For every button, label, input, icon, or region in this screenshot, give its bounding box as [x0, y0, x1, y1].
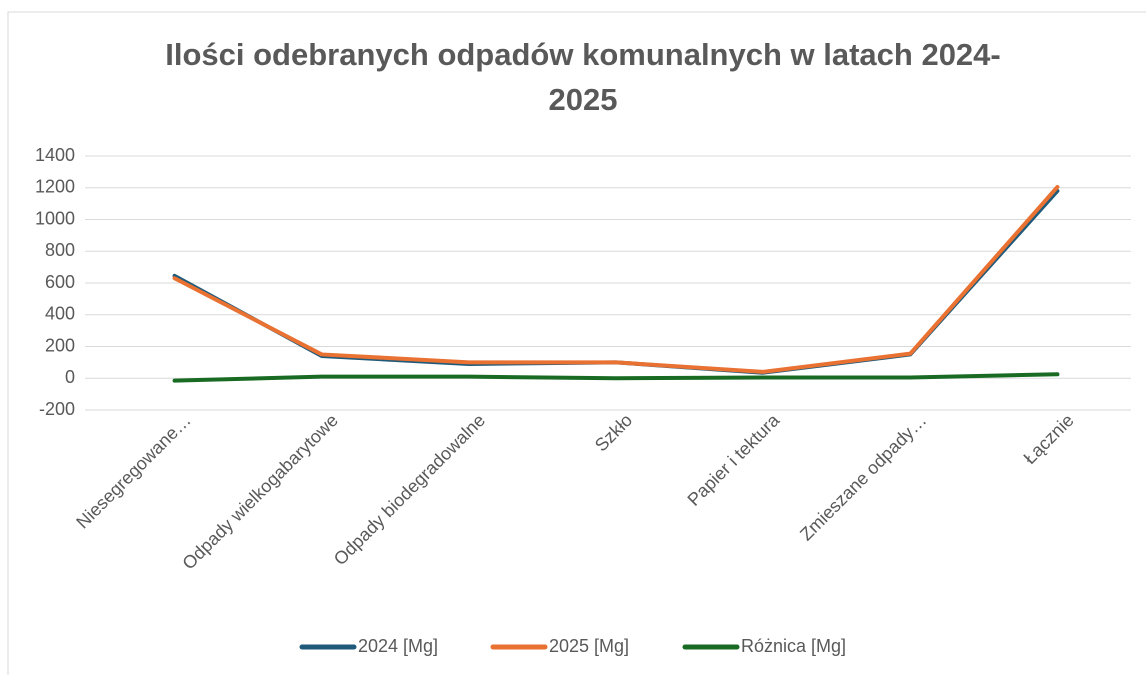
y-tick-label: -200 — [39, 399, 75, 419]
chart-border — [7, 11, 1146, 675]
y-tick-label: 200 — [45, 335, 75, 355]
legend-label: 2025 [Mg] — [549, 636, 629, 656]
legend-label: Różnica [Mg] — [741, 636, 846, 656]
series-line — [172, 184, 1060, 374]
y-tick-label: 600 — [45, 272, 75, 292]
series-line — [172, 372, 1060, 383]
y-tick-label: 0 — [65, 367, 75, 387]
y-tick-label: 400 — [45, 304, 75, 324]
y-tick-label: 1200 — [35, 177, 75, 197]
y-tick-label: 800 — [45, 240, 75, 260]
y-tick-label: 1400 — [35, 145, 75, 165]
y-tick-label: 1000 — [35, 208, 75, 228]
legend-label: 2024 [Mg] — [358, 636, 438, 656]
chart-title: Ilości odebranych odpadów komunalnych w … — [165, 37, 1001, 117]
